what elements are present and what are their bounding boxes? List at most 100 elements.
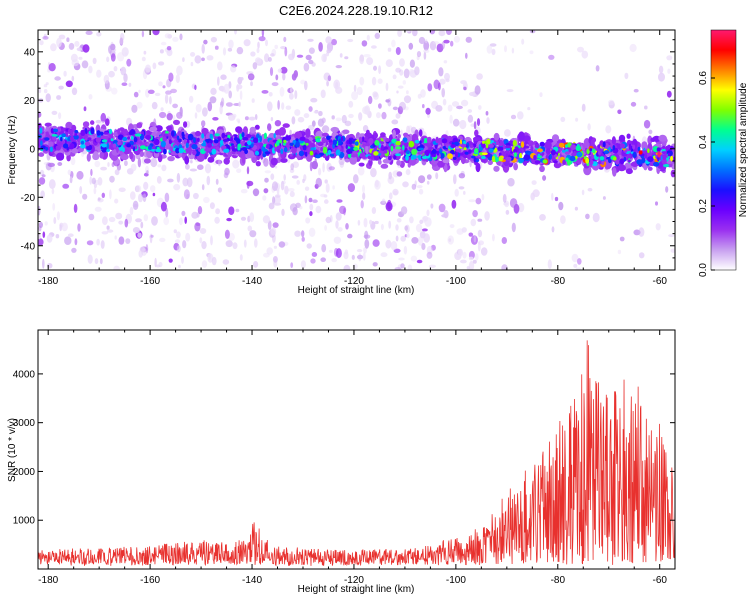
- heat-cell: [148, 145, 152, 150]
- heat-cell: [159, 49, 164, 54]
- heat-cell: [313, 110, 319, 114]
- heat-cell: [573, 263, 578, 268]
- heat-cell: [152, 30, 160, 36]
- heat-cell: [48, 141, 54, 147]
- heat-cell: [274, 44, 279, 50]
- heat-cell: [159, 111, 167, 119]
- heat-cell: [113, 265, 120, 270]
- heat-cell: [477, 229, 483, 238]
- heat-cell: [252, 188, 260, 197]
- heat-cell: [223, 157, 230, 165]
- heat-cell: [522, 145, 530, 149]
- heat-cell: [182, 240, 187, 249]
- heat-cell: [544, 140, 552, 150]
- heat-cell: [467, 109, 473, 113]
- heat-cell: [372, 239, 380, 247]
- heat-cell: [246, 145, 250, 149]
- heat-cell: [279, 86, 285, 97]
- heat-cell: [511, 222, 516, 233]
- heat-cell: [592, 212, 600, 223]
- heat-cell: [145, 135, 152, 140]
- heat-cell: [551, 226, 555, 233]
- heat-cell: [71, 87, 78, 96]
- heat-cell: [587, 187, 593, 192]
- heat-cell: [273, 202, 282, 206]
- heat-cell: [44, 137, 50, 141]
- heat-cell: [117, 141, 122, 146]
- heat-cell: [166, 46, 172, 51]
- heat-cell: [175, 147, 180, 154]
- heat-cell: [419, 219, 424, 225]
- heat-cell: [94, 160, 101, 168]
- heat-cell: [343, 264, 351, 270]
- heat-cell: [138, 193, 143, 203]
- heat-cell: [38, 225, 42, 232]
- heat-cell: [61, 133, 66, 138]
- heat-cell: [388, 220, 392, 229]
- heat-cell: [209, 96, 217, 104]
- heat-cell: [38, 205, 41, 216]
- heat-cell: [363, 247, 367, 254]
- heat-cell: [545, 148, 551, 155]
- heat-cell: [403, 95, 412, 104]
- heat-cell: [590, 138, 595, 148]
- heat-cell: [318, 42, 323, 52]
- heat-cell: [517, 111, 524, 120]
- heat-cell: [69, 176, 73, 184]
- heat-cell: [308, 227, 316, 237]
- heat-cell: [52, 135, 57, 142]
- heat-cell: [667, 144, 671, 150]
- heat-cell: [574, 206, 579, 211]
- heat-cell: [351, 254, 355, 260]
- heat-cell: [309, 211, 313, 217]
- heat-cell: [56, 152, 65, 161]
- heat-cell: [350, 154, 357, 158]
- spectrogram-panel: -180 -160 -140 -120 -100 -80 -60 -40 -20 0 20 40 H…: [7, 29, 676, 296]
- heat-cell: [565, 144, 568, 149]
- heat-cell: [106, 229, 114, 233]
- heat-cell: [449, 224, 455, 229]
- heat-cell: [282, 72, 286, 81]
- heat-cell: [201, 260, 208, 268]
- heat-cell: [210, 235, 213, 246]
- heat-cell: [491, 155, 496, 163]
- heat-cell: [335, 248, 342, 259]
- heat-cell: [190, 61, 194, 67]
- heat-cell: [310, 258, 316, 264]
- heat-cell: [44, 122, 52, 127]
- heat-cell: [481, 152, 488, 156]
- heat-cell: [239, 254, 243, 261]
- heat-cell: [542, 175, 547, 181]
- heat-cell: [505, 145, 511, 149]
- heat-cell: [437, 160, 445, 168]
- heat-cell: [327, 149, 332, 156]
- heat-cell: [64, 236, 72, 245]
- heat-cell: [288, 53, 295, 61]
- heat-cell: [315, 205, 322, 214]
- heat-cell: [203, 39, 208, 45]
- heat-cell: [330, 126, 340, 133]
- heat-cell: [118, 236, 125, 245]
- heat-cell: [189, 95, 194, 103]
- heat-cell: [196, 154, 205, 162]
- heat-cell: [169, 96, 172, 105]
- heat-cell: [109, 189, 112, 200]
- heat-cell: [54, 76, 61, 81]
- heat-cell: [332, 185, 335, 190]
- heat-cell: [215, 146, 220, 151]
- heat-cell: [305, 128, 311, 138]
- heat-cell: [486, 45, 493, 54]
- heat-cell: [235, 208, 240, 213]
- heat-cell: [45, 82, 49, 86]
- heat-cell: [505, 209, 510, 215]
- heat-cell: [504, 45, 507, 53]
- heat-cell: [280, 66, 288, 74]
- spectrogram-blobs: [38, 30, 675, 270]
- heat-cell: [324, 199, 329, 204]
- heat-cell: [571, 152, 577, 157]
- heat-cell: [190, 160, 193, 164]
- heat-cell: [77, 223, 81, 232]
- heat-cell: [289, 203, 298, 212]
- heat-cell: [276, 140, 280, 146]
- heat-cell: [221, 132, 226, 139]
